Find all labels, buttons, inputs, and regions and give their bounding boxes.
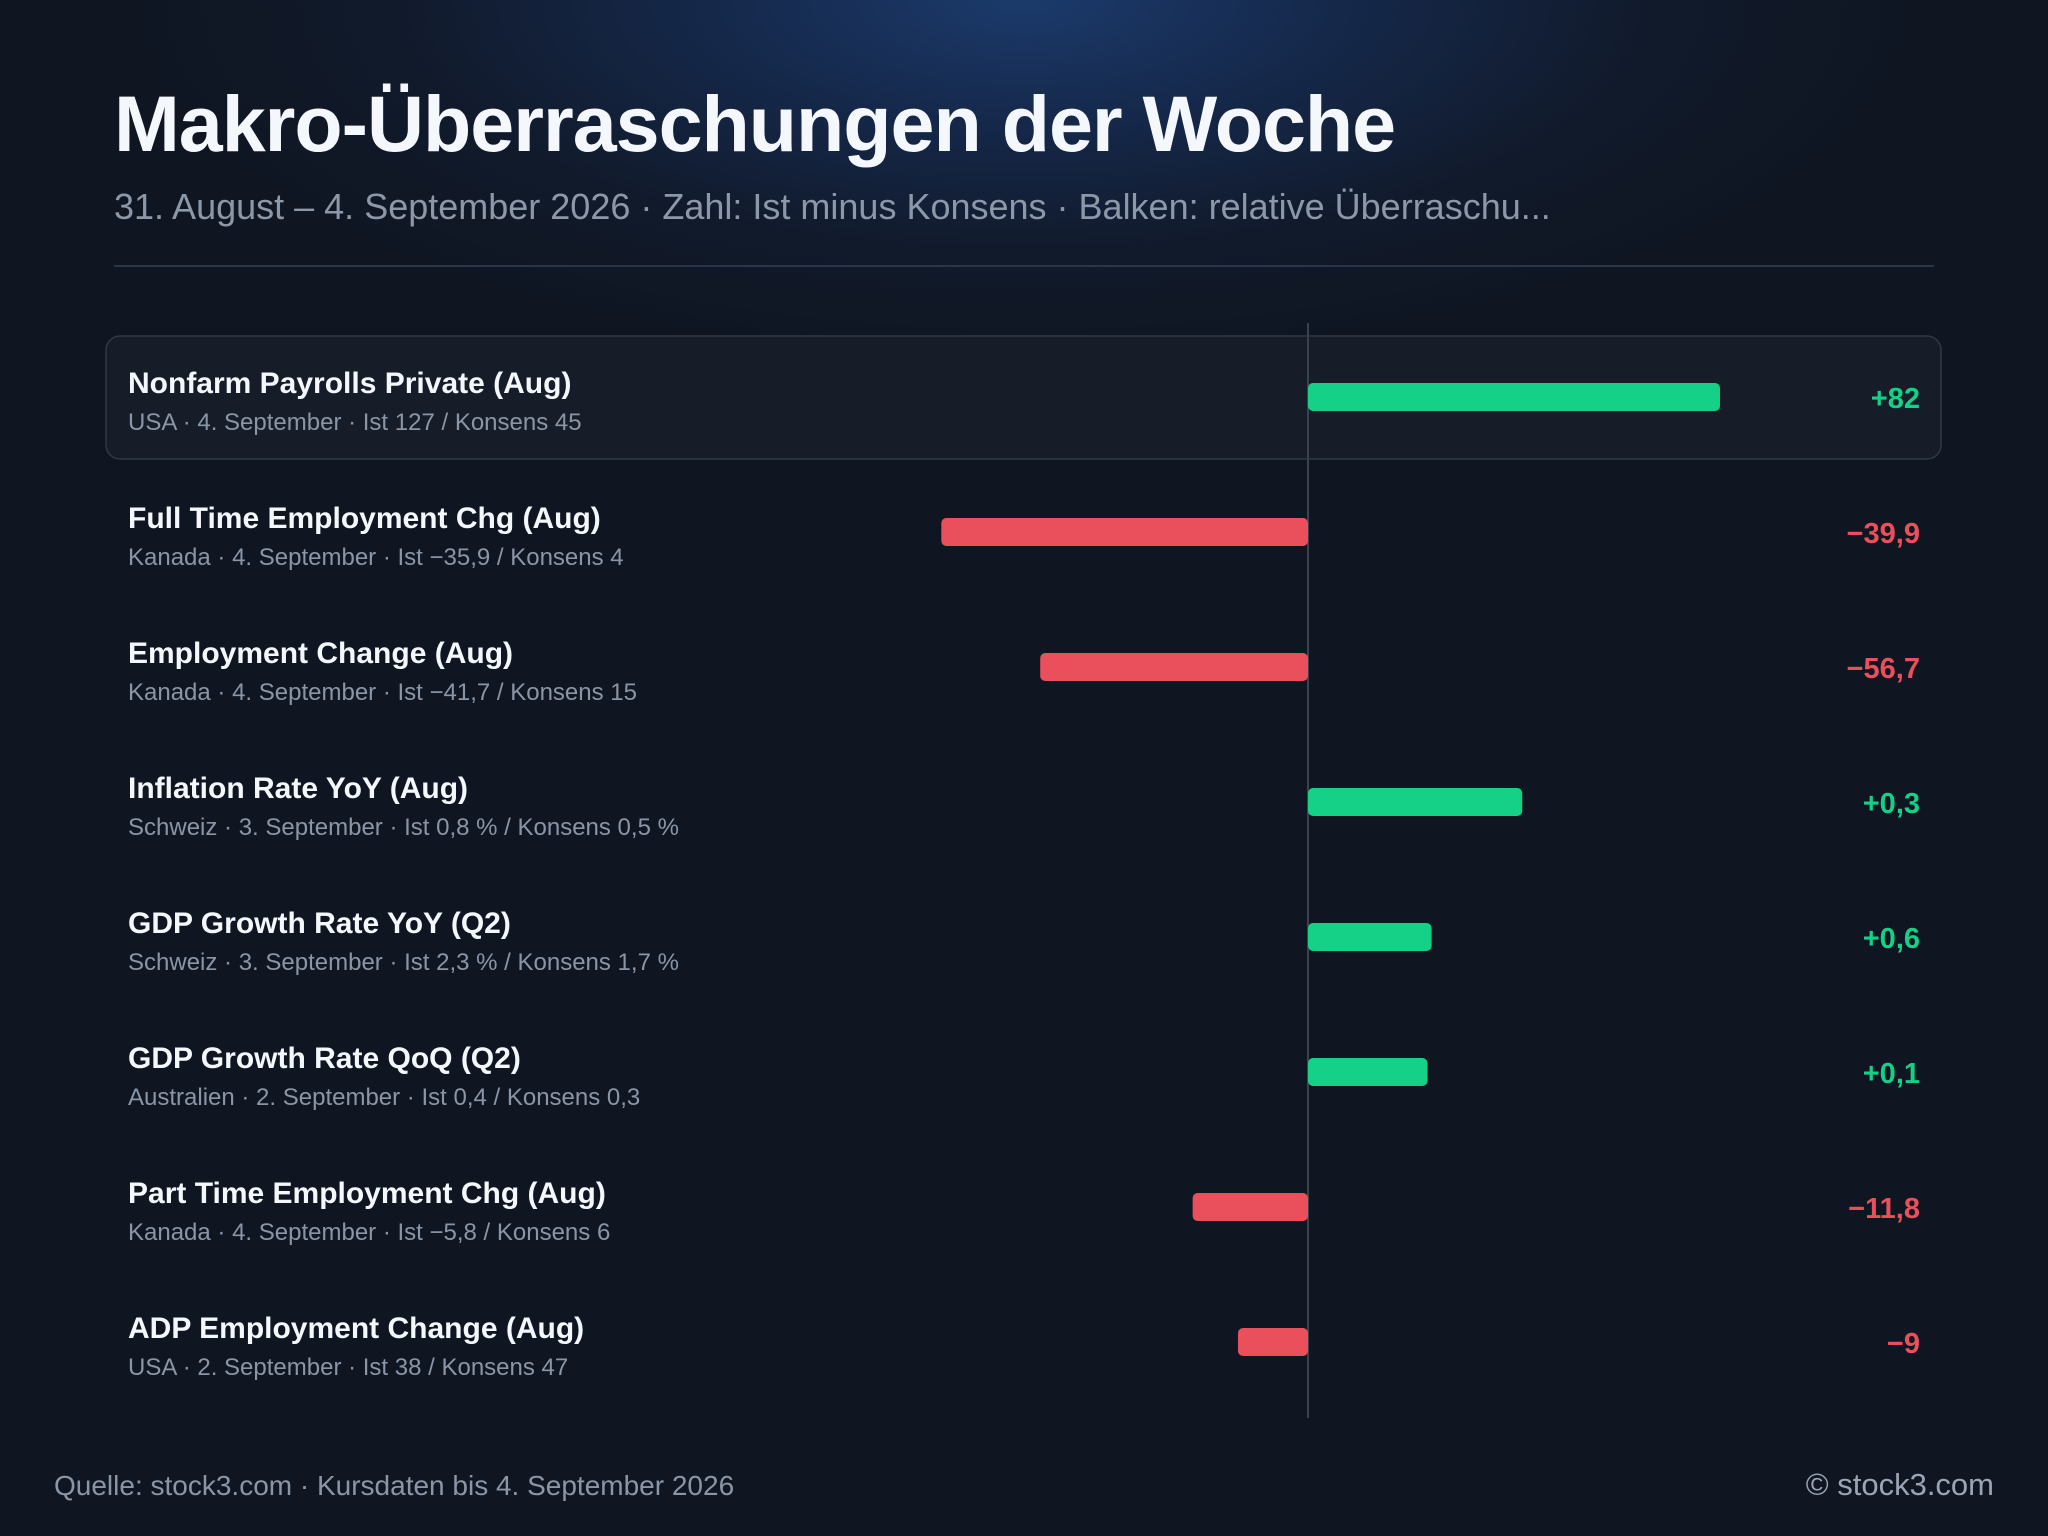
row-details: Australien · 2. September · Ist 0,4 / Ko… xyxy=(128,1084,640,1111)
bar xyxy=(1308,383,1720,411)
row-label: Nonfarm Payrolls Private (Aug) xyxy=(128,367,571,400)
chart-title: Makro-Überraschungen der Woche xyxy=(114,79,1396,168)
footer-source: Quelle: stock3.com · Kursdaten bis 4. Se… xyxy=(54,1470,735,1501)
row-details: USA · 4. September · Ist 127 / Konsens 4… xyxy=(128,409,582,436)
row-label: GDP Growth Rate YoY (Q2) xyxy=(128,907,511,940)
row-details: Kanada · 4. September · Ist −5,8 / Konse… xyxy=(128,1219,610,1246)
row-label: Part Time Employment Chg (Aug) xyxy=(128,1177,606,1210)
data-label: +82 xyxy=(1871,383,1920,415)
footer-copyright: © stock3.com xyxy=(1805,1467,1994,1502)
bar xyxy=(1192,1193,1308,1221)
bar xyxy=(1308,923,1432,951)
highlight-row-box xyxy=(105,335,1942,460)
data-label: +0,1 xyxy=(1863,1058,1920,1090)
data-label: +0,3 xyxy=(1863,788,1920,820)
row-details: Schweiz · 3. September · Ist 0,8 % / Kon… xyxy=(128,814,679,841)
data-label: −11,8 xyxy=(1848,1193,1920,1225)
row-label: Inflation Rate YoY (Aug) xyxy=(128,772,468,805)
header-divider xyxy=(114,265,1934,267)
row-label: GDP Growth Rate QoQ (Q2) xyxy=(128,1042,521,1075)
row-label: Full Time Employment Chg (Aug) xyxy=(128,502,601,535)
row-details: USA · 2. September · Ist 38 / Konsens 47 xyxy=(128,1354,568,1381)
row-details: Kanada · 4. September · Ist −35,9 / Kons… xyxy=(128,544,624,571)
bar xyxy=(941,518,1308,546)
row-label: ADP Employment Change (Aug) xyxy=(128,1312,584,1345)
data-label: +0,6 xyxy=(1863,923,1920,955)
data-label: −9 xyxy=(1887,1328,1920,1360)
data-label: −56,7 xyxy=(1847,653,1920,685)
row-details: Schweiz · 3. September · Ist 2,3 % / Kon… xyxy=(128,949,679,976)
row-details: Kanada · 4. September · Ist −41,7 / Kons… xyxy=(128,679,637,706)
bar xyxy=(1237,1328,1308,1356)
bar xyxy=(1308,788,1523,816)
row-label: Employment Change (Aug) xyxy=(128,637,513,670)
data-label: −39,9 xyxy=(1847,518,1920,550)
chart-subtitle: 31. August – 4. September 2026 · Zahl: I… xyxy=(114,186,1551,227)
bar xyxy=(1040,653,1308,681)
bar xyxy=(1308,1058,1428,1086)
